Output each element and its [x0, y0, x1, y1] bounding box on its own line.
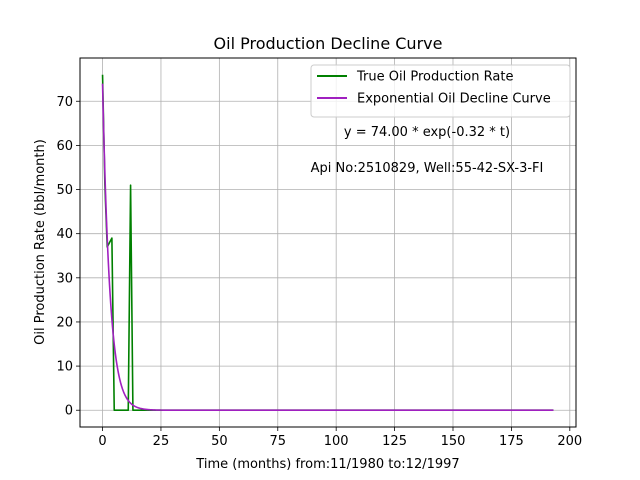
x-tick-label: 50 — [211, 434, 228, 449]
x-tick-label: 0 — [98, 434, 106, 449]
x-tick-label: 175 — [499, 434, 524, 449]
x-tick-label: 75 — [269, 434, 286, 449]
y-tick-label: 50 — [56, 183, 73, 198]
x-axis-label: Time (months) from:11/1980 to:12/1997 — [195, 457, 459, 472]
y-tick-label: 60 — [56, 139, 73, 154]
plot-area — [101, 74, 554, 412]
legend-label-true-rate: True Oil Production Rate — [356, 70, 513, 85]
equation-annotation: y = 74.00 * exp(-0.32 * t) — [344, 125, 510, 140]
x-tick-label: 200 — [557, 434, 582, 449]
x-axis: 0 25 50 75 100 125 150 175 200 — [98, 427, 582, 449]
y-tick-label: 40 — [56, 227, 73, 242]
well-annotation: Api No:2510829, Well:55-42-SX-3-FI — [311, 161, 544, 176]
x-tick-label: 125 — [382, 434, 407, 449]
y-tick-label: 30 — [56, 271, 73, 286]
y-tick-label: 0 — [65, 404, 73, 419]
y-tick-label: 20 — [56, 315, 73, 330]
legend-label-decline-curve: Exponential Oil Decline Curve — [357, 92, 551, 107]
x-tick-label: 100 — [324, 434, 349, 449]
y-axis-label: Oil Production Rate (bbl/month) — [33, 139, 48, 345]
y-tick-label: 70 — [56, 95, 73, 110]
y-axis: 0 10 20 30 40 50 60 70 — [56, 95, 80, 419]
axes-frame — [79, 57, 577, 428]
x-tick-label: 150 — [441, 434, 466, 449]
chart-title: Oil Production Decline Curve — [214, 34, 443, 53]
series-line-decline-curve — [101, 83, 554, 412]
legend-box — [310, 64, 571, 118]
y-tick-label: 10 — [56, 360, 73, 375]
x-tick-label: 25 — [153, 434, 170, 449]
legend: True Oil Production Rate Exponential Oil… — [310, 64, 571, 118]
